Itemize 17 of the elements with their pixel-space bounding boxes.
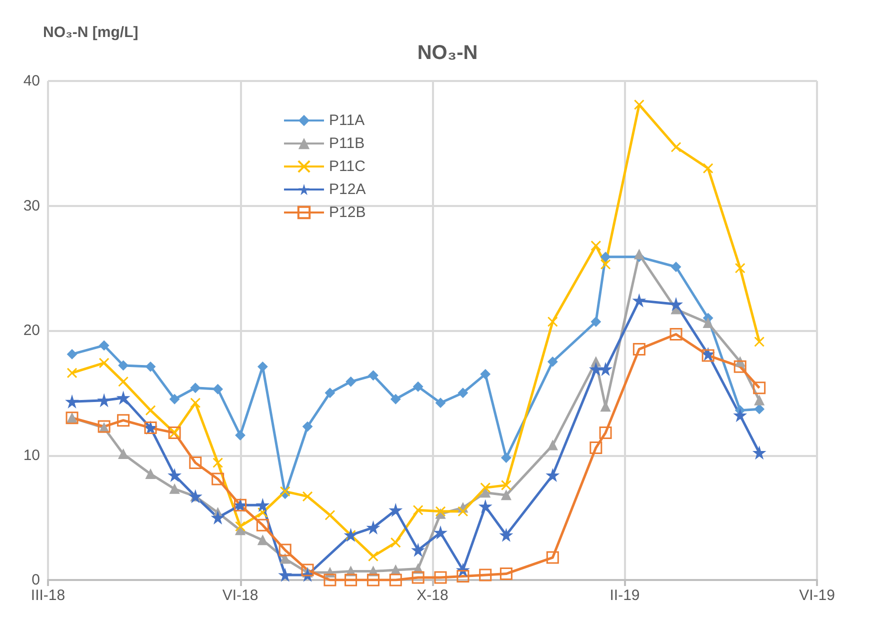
x-tick-label: III-18 [30,587,66,604]
y-tick-label: 0 [32,572,40,588]
y-tick-label: 20 [23,322,40,339]
legend-label: P12B [329,204,366,221]
x-tick-label: VI-19 [799,587,835,604]
legend-label: P11B [329,135,365,152]
legend-label: P12A [329,181,366,198]
y-tick-label: 40 [23,72,40,90]
y-tick-label: 10 [23,446,40,464]
x-tick-label: X-18 [416,587,448,604]
x-tick-label: II-19 [610,587,640,604]
chart-title: NO₃-N [417,42,478,64]
y-axis-title: NO₃-N [mg/L] [43,24,138,41]
y-tick-label: 30 [23,197,40,214]
legend-label: P11A [329,112,365,129]
x-tick-label: VI-18 [222,587,258,604]
legend-label: P11C [329,158,366,175]
